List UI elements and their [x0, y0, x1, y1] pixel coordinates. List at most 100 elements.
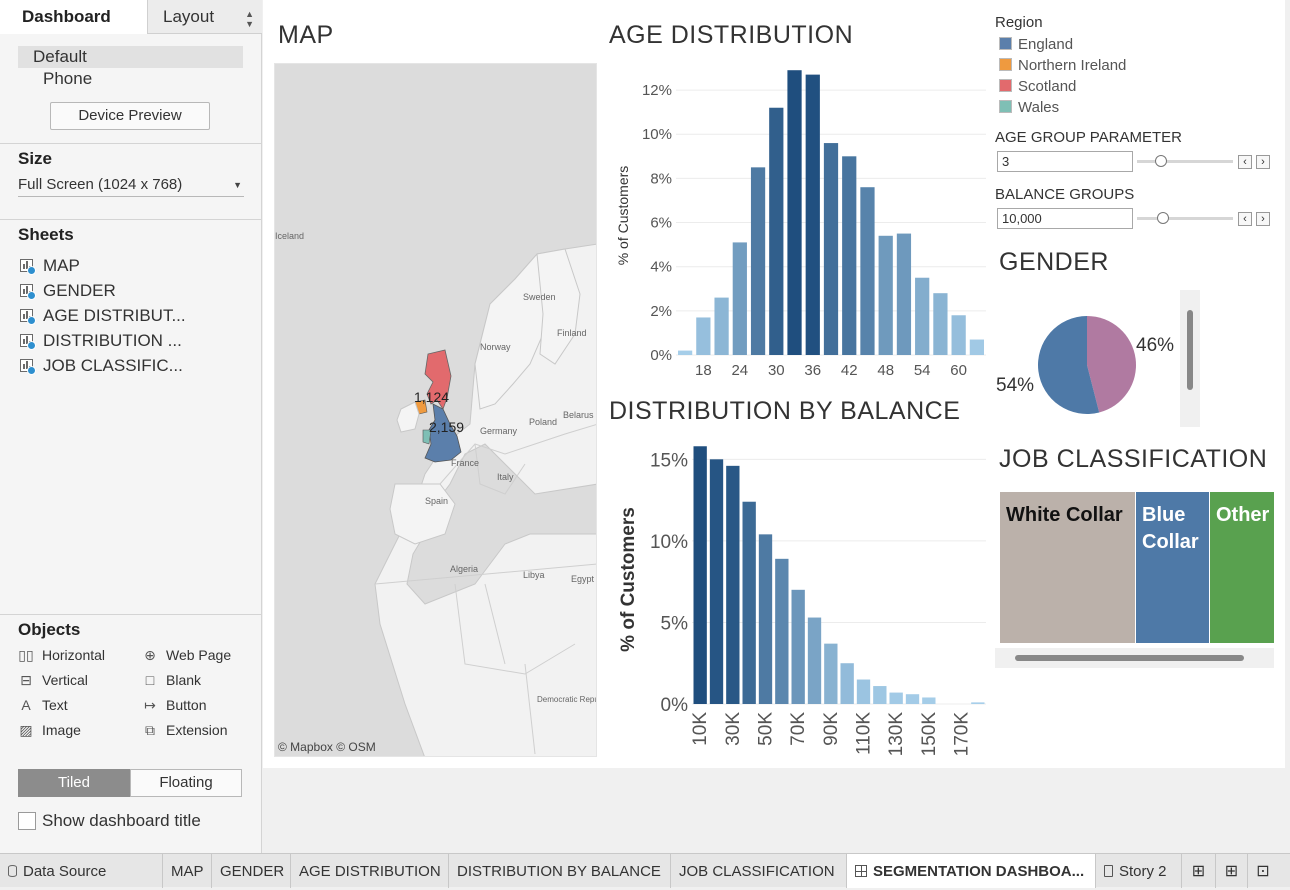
- age-group-slider-track[interactable]: [1137, 160, 1233, 163]
- legend-item-scotland[interactable]: Scotland: [999, 77, 1076, 97]
- balance-bar[interactable]: [726, 465, 740, 704]
- sheet-item-gender[interactable]: GENDER: [20, 280, 116, 302]
- age-bar[interactable]: [860, 187, 875, 355]
- age-group-input[interactable]: 3: [997, 151, 1133, 172]
- map-country-label: Germany: [480, 426, 518, 436]
- tab-story-2[interactable]: Story 2: [1096, 854, 1182, 888]
- balance-groups-slider-track[interactable]: [1137, 217, 1233, 220]
- tab-gender[interactable]: GENDER: [212, 854, 291, 888]
- age-bar[interactable]: [696, 317, 711, 355]
- size-dropdown[interactable]: Full Screen (1024 x 768) ▼: [18, 173, 244, 197]
- sheet-item-age-distribution[interactable]: AGE DISTRIBUT...: [20, 305, 186, 327]
- treemap-cell-other[interactable]: Other: [1210, 492, 1274, 643]
- worksheet-icon: [20, 309, 36, 325]
- object-horizontal[interactable]: ▯▯ Horizontal: [18, 645, 105, 665]
- balance-bar[interactable]: [709, 459, 724, 704]
- sheet-item-map[interactable]: MAP: [20, 255, 80, 277]
- age-bar[interactable]: [933, 293, 948, 355]
- age-bar[interactable]: [951, 315, 966, 355]
- legend-item-england[interactable]: England: [999, 35, 1073, 55]
- balance-bar[interactable]: [693, 446, 707, 704]
- tab-age-distribution[interactable]: AGE DISTRIBUTION: [291, 854, 449, 888]
- age-bar[interactable]: [842, 156, 857, 355]
- show-title-checkbox[interactable]: [18, 812, 36, 830]
- balance-bar[interactable]: [824, 643, 838, 704]
- balance-bar[interactable]: [856, 679, 871, 704]
- balance-groups-slider-knob[interactable]: [1156, 212, 1169, 224]
- tiled-toggle[interactable]: Tiled: [18, 769, 130, 797]
- balance-bar[interactable]: [775, 558, 789, 704]
- device-default[interactable]: Default: [18, 46, 243, 68]
- object-blank[interactable]: □ Blank: [142, 670, 201, 690]
- tab-distribution-by-balance[interactable]: DISTRIBUTION BY BALANCE: [449, 854, 671, 888]
- new-story-icon: ⊡: [1256, 863, 1270, 880]
- new-worksheet-button[interactable]: ⊞: [1182, 854, 1216, 888]
- object-web-page[interactable]: ⊕ Web Page: [142, 645, 231, 665]
- age-distribution-chart[interactable]: 0% 2% 4% 6% 8% 10% 12% % of Customers 18 24 30 36 42…: [604, 60, 990, 385]
- balance-bar[interactable]: [840, 663, 854, 704]
- job-scrollbar[interactable]: [995, 648, 1274, 668]
- scroll-thumb[interactable]: [1187, 310, 1193, 390]
- age-bar[interactable]: [915, 277, 930, 355]
- object-image[interactable]: ▨ Image: [18, 720, 81, 740]
- object-label: Web Page: [166, 647, 232, 663]
- new-dashboard-button[interactable]: ⊞: [1216, 854, 1248, 888]
- balance-bar[interactable]: [758, 534, 773, 704]
- sheet-item-job-classification[interactable]: JOB CLASSIFIC...: [20, 355, 183, 377]
- object-extension[interactable]: ⧉ Extension: [142, 720, 227, 740]
- sheet-item-distribution-by-balance[interactable]: DISTRIBUTION ...: [20, 330, 182, 352]
- pie-slice[interactable]: [1038, 316, 1100, 414]
- age-bar[interactable]: [878, 235, 893, 355]
- treemap-cell-white-collar[interactable]: White Collar: [1000, 492, 1135, 643]
- tab-layout[interactable]: Layout ▲ ▼: [147, 0, 262, 34]
- legend-item-northern-ireland[interactable]: Northern Ireland: [999, 56, 1126, 76]
- object-button[interactable]: ↦ Button: [142, 695, 206, 715]
- map-view[interactable]: Iceland Sweden Finland Norway Belarus Po…: [274, 63, 597, 757]
- age-bar[interactable]: [787, 70, 802, 355]
- device-phone[interactable]: Phone: [43, 69, 93, 88]
- floating-toggle[interactable]: Floating: [130, 769, 242, 797]
- balance-bar[interactable]: [889, 692, 903, 704]
- age-group-next-button[interactable]: ›: [1256, 155, 1270, 169]
- age-bar[interactable]: [823, 143, 839, 355]
- balance-bar[interactable]: [922, 697, 936, 704]
- age-bar[interactable]: [750, 167, 766, 355]
- object-text[interactable]: A Text: [18, 695, 67, 715]
- balance-groups-next-button[interactable]: ›: [1256, 212, 1270, 226]
- age-bar[interactable]: [714, 297, 729, 355]
- balance-bar[interactable]: [905, 694, 920, 704]
- gender-scrollbar[interactable]: [1180, 290, 1200, 427]
- tab-data-source[interactable]: Data Source: [0, 854, 163, 888]
- pie-slice[interactable]: [1087, 316, 1136, 413]
- age-bar[interactable]: [969, 339, 984, 355]
- age-bar[interactable]: [805, 74, 820, 355]
- gender-pie-chart[interactable]: [1030, 308, 1144, 422]
- tab-segmentation-dashboard[interactable]: SEGMENTATION DASHBOA...: [847, 854, 1096, 888]
- dashboard-pane: Dashboard Layout ▲ ▼ Default Phone Device…: [0, 0, 262, 853]
- age-group-prev-button[interactable]: ‹: [1238, 155, 1252, 169]
- balance-distribution-chart[interactable]: 0% 5% 10% 15% % of Customers 10K 30K 50K 70K 90K 1…: [604, 435, 990, 765]
- tab-map[interactable]: MAP: [163, 854, 212, 888]
- age-bar[interactable]: [769, 107, 784, 355]
- legend-item-wales[interactable]: Wales: [999, 98, 1059, 118]
- object-vertical[interactable]: ⊟ Vertical: [18, 670, 88, 690]
- balance-groups-input[interactable]: 10,000: [997, 208, 1133, 229]
- scroll-thumb[interactable]: [1015, 655, 1244, 661]
- balance-bar[interactable]: [807, 617, 822, 704]
- new-story-button[interactable]: ⊡: [1248, 854, 1278, 888]
- age-group-slider-knob[interactable]: [1155, 155, 1167, 167]
- balance-bar[interactable]: [971, 702, 985, 704]
- balance-bar[interactable]: [791, 589, 805, 704]
- blank-icon: □: [145, 672, 155, 688]
- age-bar[interactable]: [678, 350, 693, 355]
- device-preview-button[interactable]: Device Preview: [50, 102, 210, 130]
- tab-dashboard[interactable]: Dashboard: [0, 0, 147, 34]
- balance-bar[interactable]: [873, 686, 887, 704]
- age-bar[interactable]: [896, 233, 912, 355]
- treemap-cell-blue-collar[interactable]: Blue Collar: [1136, 492, 1209, 643]
- balance-groups-prev-button[interactable]: ‹: [1238, 212, 1252, 226]
- tab-job-classification[interactable]: JOB CLASSIFICATION: [671, 854, 847, 888]
- new-dashboard-icon: ⊞: [1224, 863, 1239, 880]
- age-bar[interactable]: [732, 242, 747, 355]
- balance-bar[interactable]: [742, 501, 756, 704]
